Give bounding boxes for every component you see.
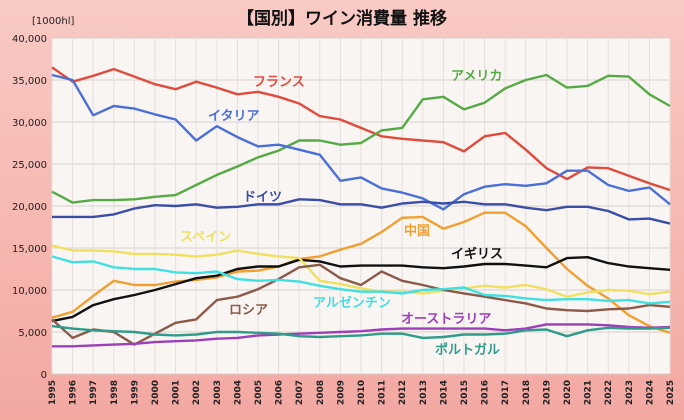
y-tick-label: 30,000	[12, 118, 47, 129]
x-tick-label: 2009	[336, 380, 346, 405]
x-tick-label: 1998	[110, 380, 120, 405]
series-line	[51, 244, 671, 298]
x-tick-label: 2007	[295, 380, 305, 405]
x-tick-label: 2002	[192, 380, 202, 405]
series-line	[51, 66, 671, 192]
chart-title: 【国別】ワイン消費量 推移	[237, 8, 447, 29]
x-tick-label: 2006	[275, 380, 285, 405]
y-unit-label: [1000hl]	[32, 16, 74, 27]
series-label: 中国	[404, 223, 430, 239]
x-tick-label: 1995	[48, 380, 58, 405]
x-tick-label: 2015	[460, 380, 470, 405]
series-label: フランス	[253, 75, 305, 90]
series-label: オーストラリア	[401, 312, 491, 327]
y-tick-label: 35,000	[12, 76, 47, 87]
x-tick-label: 2000	[151, 380, 161, 405]
series-line	[51, 73, 671, 211]
x-tick-label: 2013	[419, 380, 429, 405]
x-tick-label: 1999	[130, 380, 140, 405]
y-tick-label: 40,000	[12, 34, 47, 45]
series-line	[51, 211, 671, 334]
x-axis: 1995 1996 1997 1998 1999 2000 2001 2002 2003 2004…	[48, 380, 676, 405]
x-tick-label: 2017	[501, 380, 511, 405]
series-label: ポルトガル	[435, 342, 500, 358]
y-tick-label: 20,000	[12, 202, 47, 213]
x-tick-label: 2025	[666, 380, 676, 405]
y-tick-label: 25,000	[12, 160, 47, 171]
x-tick-label: 1996	[69, 380, 79, 405]
y-axis: 0 5,000 10,000 15,000 20,000 25,000 30,000 35,0…	[12, 34, 47, 381]
x-tick-label: 2001	[172, 380, 182, 405]
series-label: スペイン	[180, 230, 231, 245]
x-tick-label: 2014	[439, 380, 449, 405]
series-label: アルゼンチン	[313, 295, 391, 311]
x-tick-label: 2020	[563, 380, 573, 405]
series-line	[51, 256, 671, 323]
x-tick-label: 1997	[89, 380, 99, 405]
series-line	[52, 323, 671, 348]
x-tick-label: 2010	[357, 380, 367, 405]
x-tick-label: 2005	[254, 380, 264, 405]
series-label: ロシア	[229, 303, 268, 318]
series-label: ドイツ	[243, 190, 282, 205]
series-line	[52, 198, 671, 225]
series-label: アメリカ	[451, 69, 502, 84]
x-tick-label: 2016	[481, 380, 491, 405]
y-tick-label: 5,000	[18, 328, 47, 339]
x-tick-label: 2003	[213, 380, 223, 405]
series-label: イギリス	[451, 246, 503, 262]
x-tick-label: 2018	[522, 380, 532, 405]
series-line	[51, 73, 671, 204]
x-tick-label: 2011	[378, 380, 388, 405]
y-tick-label: 0	[41, 370, 47, 381]
x-tick-label: 2012	[398, 380, 408, 405]
x-tick-label: 2004	[233, 380, 243, 405]
y-tick-label: 15,000	[12, 244, 47, 255]
series-label: イタリア	[208, 109, 259, 124]
x-tick-label: 2022	[604, 380, 614, 405]
x-tick-label: 2024	[645, 380, 655, 405]
x-tick-label: 2021	[584, 380, 594, 405]
series-lines	[51, 66, 671, 348]
x-tick-label: 2023	[625, 380, 635, 405]
series-line	[51, 255, 671, 305]
x-tick-label: 2008	[316, 380, 326, 405]
y-tick-label: 10,000	[12, 286, 47, 297]
series-line	[51, 324, 671, 340]
x-tick-label: 2019	[542, 380, 552, 405]
